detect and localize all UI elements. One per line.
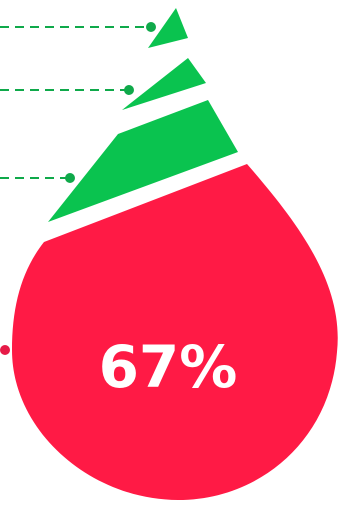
leader-dot-2 xyxy=(124,85,134,95)
leader-dot-red xyxy=(0,345,10,355)
leader-dot-1 xyxy=(146,22,156,32)
leader-dot-3 xyxy=(65,173,75,183)
green-segment-1 xyxy=(148,8,188,48)
red-drop-segment xyxy=(12,164,338,500)
green-segment-3 xyxy=(48,100,238,222)
green-segment-2 xyxy=(122,58,206,110)
red-segment-percentage-label: 67% xyxy=(99,333,238,401)
